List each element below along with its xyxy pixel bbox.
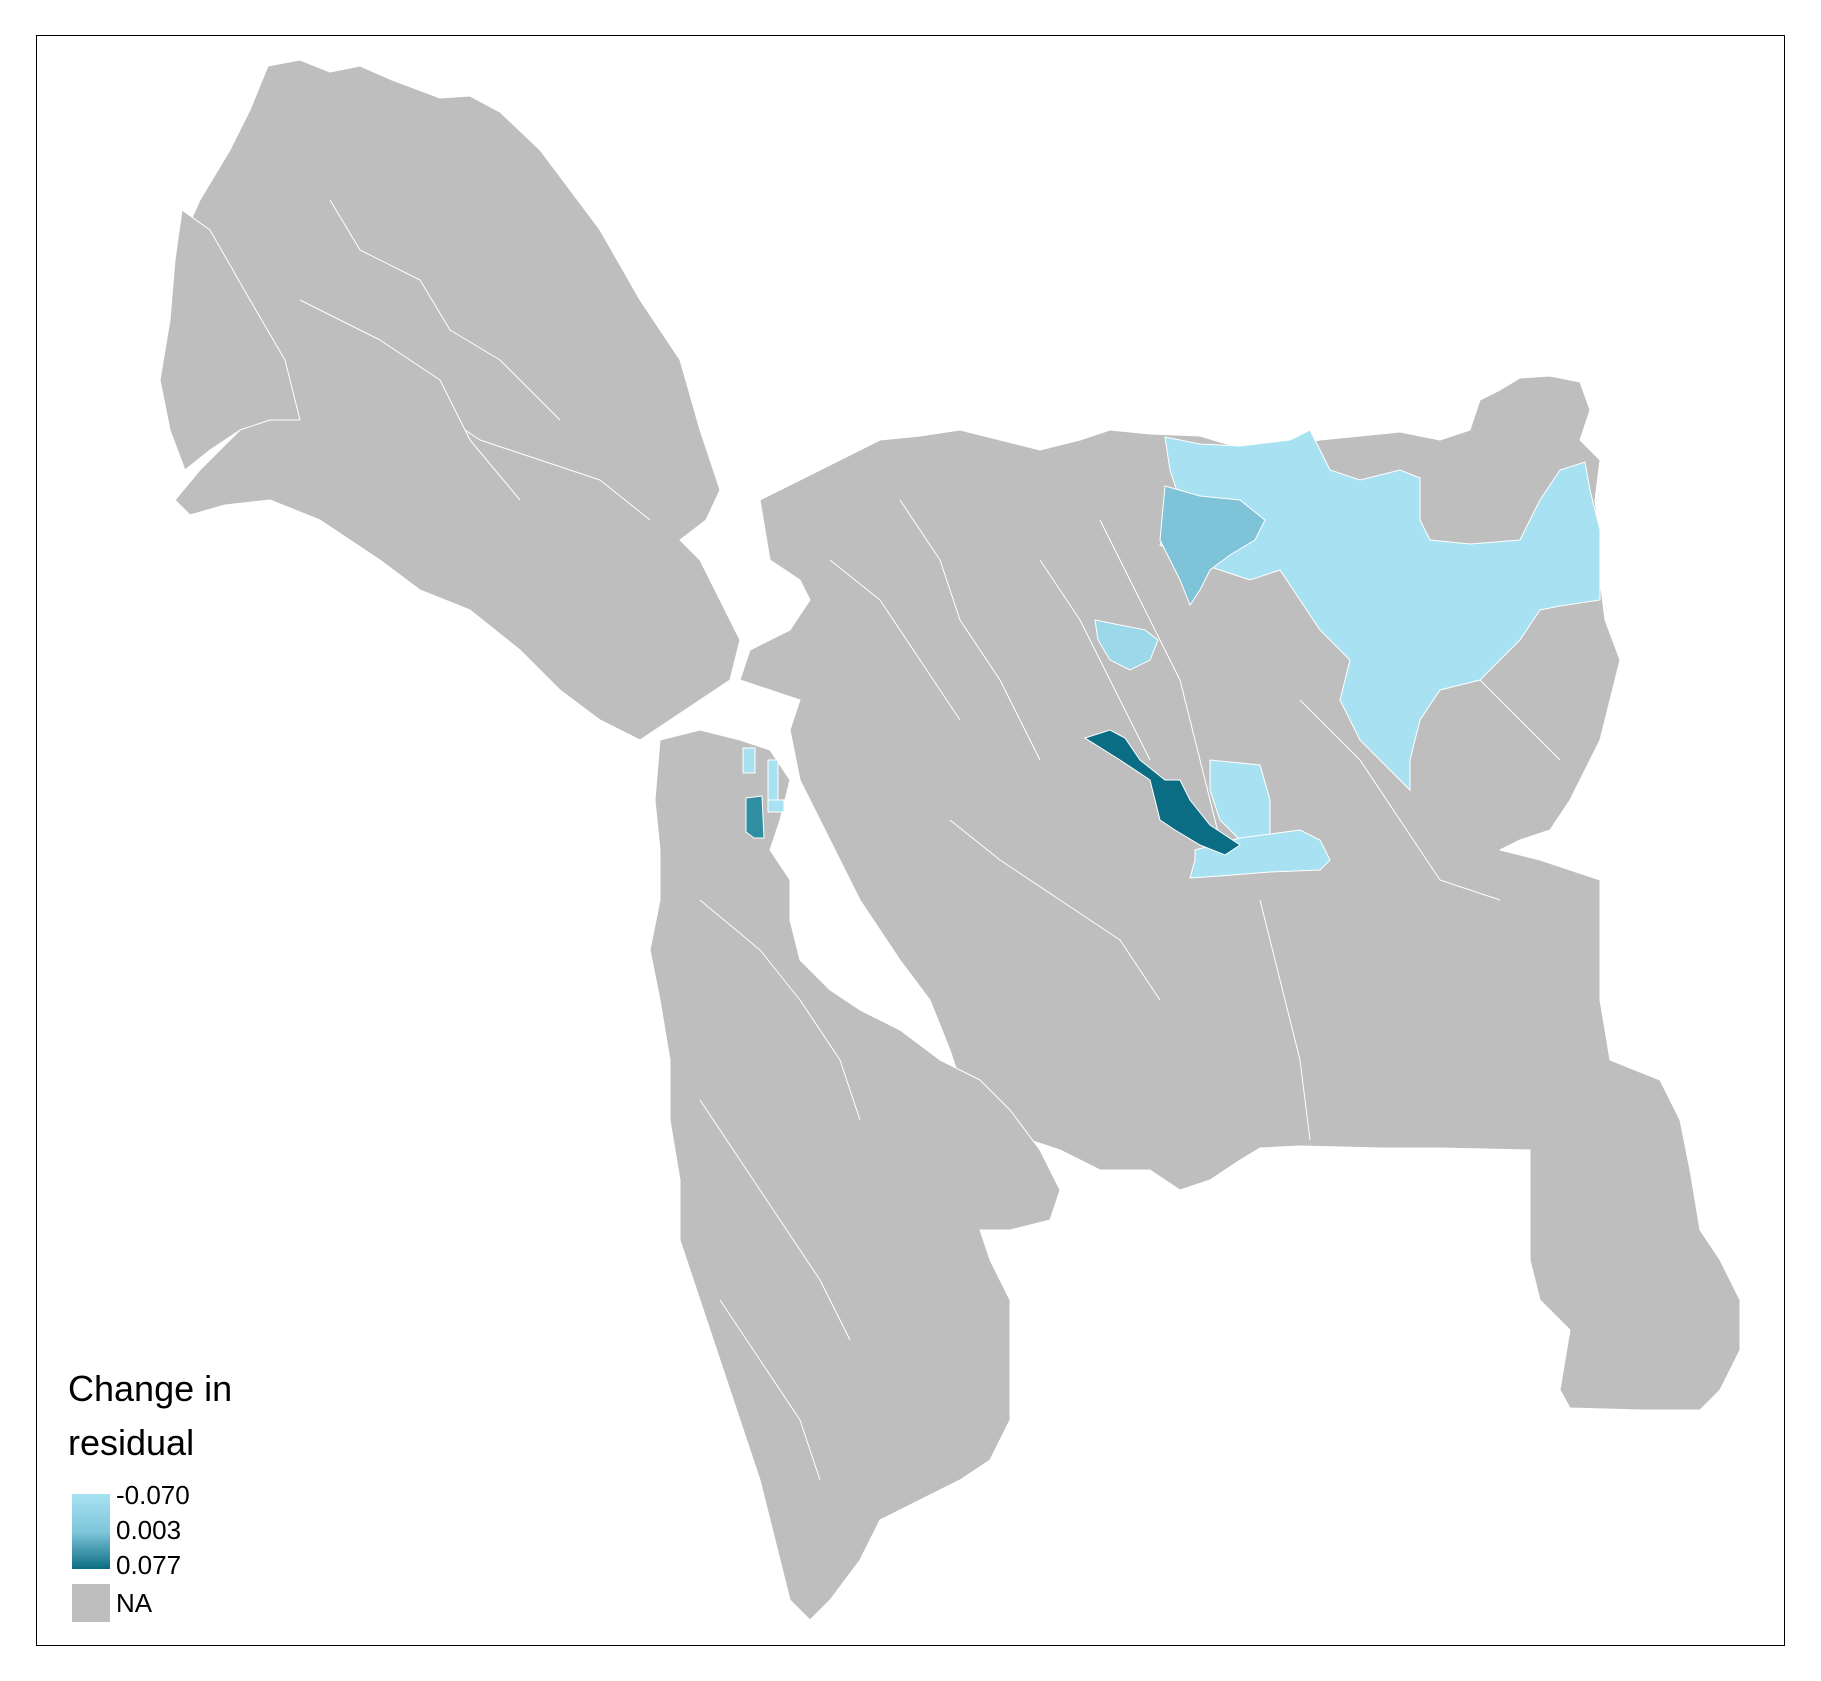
region-light-sf-b [767,759,779,801]
legend: Change in residual -0.070 0.003 0.077 NA [68,1362,328,1644]
legend-body: -0.070 0.003 0.077 NA [68,1480,328,1644]
legend-na-label: NA [116,1588,153,1618]
region-dark-sf [745,795,765,839]
legend-title: Change in residual [68,1362,268,1470]
region-light-sf-c [767,799,785,813]
legend-title-line1: Change in [68,1368,233,1409]
region-dark-central [1083,729,1241,856]
legend-tick [114,1494,128,1496]
legend-title-line2: residual [68,1422,195,1463]
legend-tick [114,1567,128,1569]
region-point-reyes [159,209,301,471]
legend-tick [114,1531,128,1533]
region-mid-north [1159,485,1266,607]
legend-value-low: -0.070 [116,1480,190,1510]
legend-na-swatch [72,1584,110,1622]
region-light-small-north [1094,619,1159,671]
region-light-northeast [1159,429,1601,792]
land-regions [159,59,1741,1621]
legend-value-high: 0.077 [116,1550,182,1580]
highlighted-regions [742,429,1601,879]
legend-value-mid: 0.003 [116,1515,182,1545]
legend-gradient [72,1494,110,1569]
region-light-sf-a [742,747,756,774]
